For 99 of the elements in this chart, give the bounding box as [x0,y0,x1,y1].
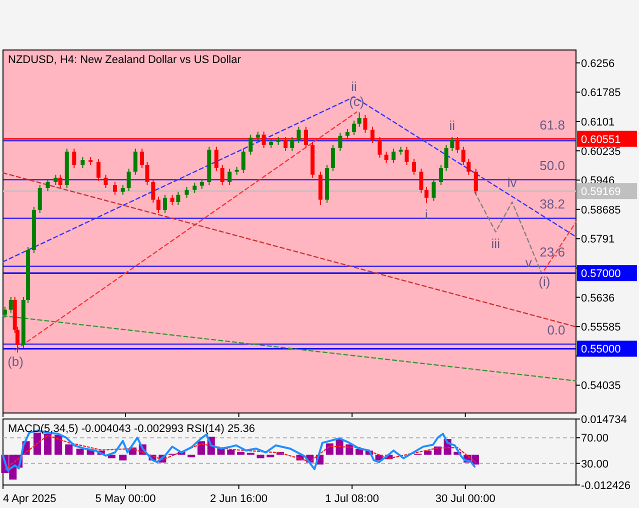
candlestick [256,131,260,142]
candlestick [419,168,424,194]
candlestick [474,168,478,195]
candlestick [432,178,436,202]
annotation: 61.8 [540,117,565,132]
candlestick [200,178,204,190]
ref-line-label: 0.60551 [581,134,621,146]
bar [424,450,432,455]
candlestick [151,178,156,204]
y-tick-label: 0.6256 [581,58,615,70]
candlestick [412,158,416,176]
candlestick [140,148,144,168]
ref-line-label: 0.59169 [581,186,621,198]
candlestick [228,168,232,186]
y-tick-label: 0.5791 [581,234,615,246]
y-tick-label: 0.014734 [581,414,627,426]
x-tick-label: 2 Jun 16:00 [210,493,268,505]
candlestick [438,164,443,186]
annotation: 50.0 [540,158,565,173]
bar [65,444,73,455]
bar [76,448,84,455]
candlestick [2,306,7,318]
bar [44,434,52,455]
candlestick [269,138,274,148]
candlestick [126,168,131,192]
chart-title: MACD(5,34,5) -0.004043 -0.002993 RSI(14) 25.36 [8,423,256,435]
candlestick [241,148,246,174]
candlestick [112,181,117,196]
candlestick [163,194,168,214]
y2-tick-label: 30.00 [581,458,609,470]
candlestick [357,112,362,128]
candlestick [392,148,396,164]
y-tick-label: 0.6101 [581,116,615,128]
annotation: iii [491,236,500,251]
y-tick-label: 0.61785 [581,87,621,100]
annotation: 0.0 [547,322,566,338]
candlestick [290,136,294,152]
chart-title: NZDUSD, H4: New Zealand Dollar vs US Dollar [8,54,242,66]
y-tick-label: 0.5636 [581,292,615,304]
annotation: (c) [349,94,364,110]
bar [119,454,127,460]
candlestick [54,174,58,186]
annotation: ii [449,118,456,133]
y-tick-label: 0.60235 [581,146,621,158]
candlestick [450,136,454,152]
ref-line-label: 0.55000 [581,344,621,356]
candlestick [461,146,466,166]
candlestick [352,120,356,136]
bar [54,434,62,455]
candlestick [145,161,150,186]
bar [33,432,41,455]
candlestick [363,114,368,134]
candlestick [296,126,301,144]
candlestick [248,134,253,156]
y-tick-label: 0.54035 [581,380,621,392]
candlestick [404,146,409,166]
candlestick [384,151,388,164]
x-tick-label: 5 May 00:00 [95,493,156,505]
candlestick [424,186,428,204]
candlestick [184,186,189,198]
annotation: (i) [538,274,550,290]
candlestick [120,184,125,196]
bar [237,452,245,455]
candlestick [80,156,85,168]
candlestick [8,296,13,314]
x-tick-label: 4 Apr 2025 [3,493,56,505]
annotation: 23.6 [540,244,565,260]
candlestick [220,164,224,186]
candlestick [104,174,108,189]
candlestick [466,158,471,176]
candlestick [176,191,180,206]
candlestick [338,132,342,152]
candlestick [46,178,50,192]
annotation: ii [351,78,358,94]
candlestick [330,144,335,172]
y-tick-label: -0.012426 [581,480,631,492]
bar [197,441,205,455]
annotation: 38.2 [540,196,565,212]
x-tick-label: 30 Jul 00:00 [435,493,496,505]
candlestick [72,148,76,168]
y2-tick-label: 70.00 [581,432,609,445]
candlestick [156,196,160,214]
ref-line-label: 0.57000 [581,268,621,280]
bar [326,443,334,455]
candlestick [214,146,218,172]
candlestick [444,144,448,172]
bar [227,450,235,455]
candlestick [96,158,100,182]
candlestick [58,174,62,189]
candlestick [345,128,350,140]
candlestick [192,182,197,194]
y-tick-label: 0.55585 [581,322,621,334]
candlestick [170,194,174,206]
annotation: (b) [8,354,24,369]
annotation: i [425,207,428,222]
candlestick [38,184,42,214]
y-tick-label: 0.58685 [581,204,621,216]
candlestick [133,148,138,176]
x-tick-label: 1 Jul 08:00 [325,493,379,505]
